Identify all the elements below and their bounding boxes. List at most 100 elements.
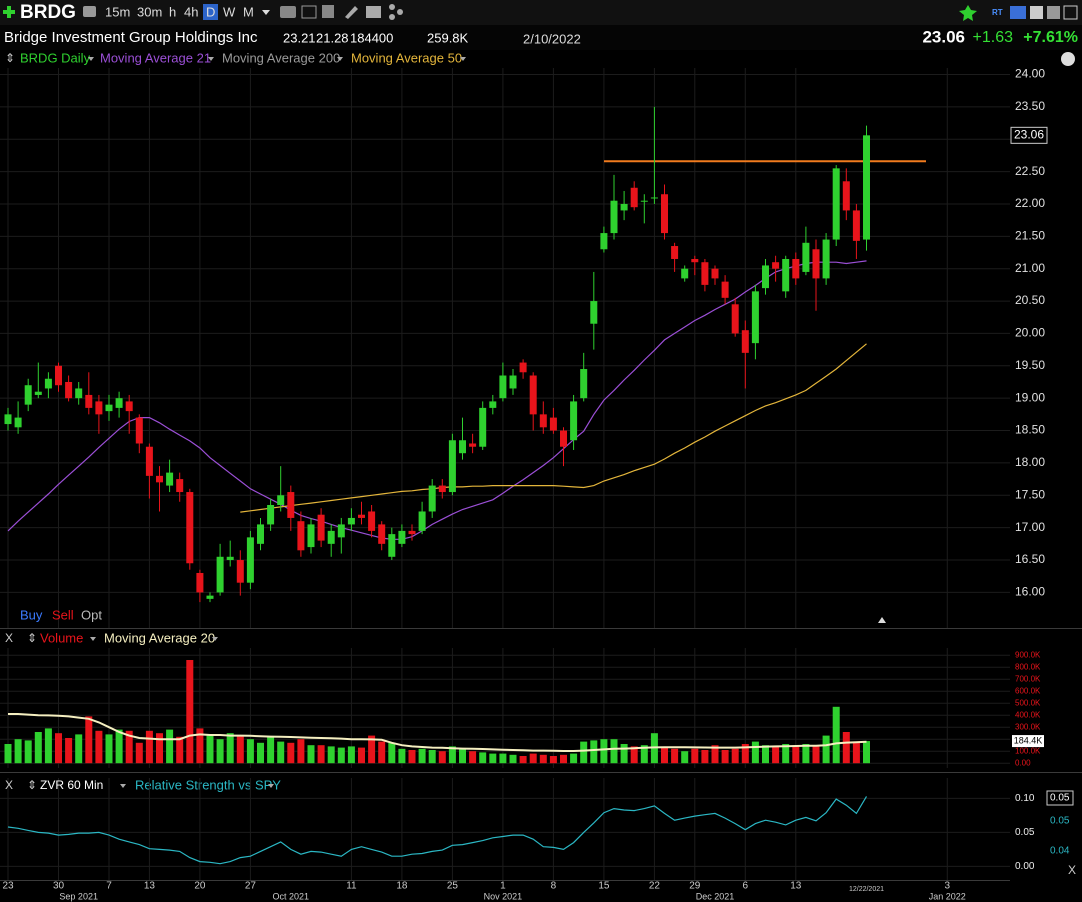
dropdown-icon[interactable]	[90, 637, 96, 641]
share-icon[interactable]	[389, 4, 403, 20]
interval-button[interactable]: 15m	[105, 4, 130, 19]
candle-body	[580, 369, 588, 399]
candle-body	[34, 391, 42, 395]
indicator-side-label: 0.04	[1050, 846, 1070, 857]
legend-item[interactable]: Moving Average 20	[104, 630, 215, 645]
buy-button[interactable]: Buy	[20, 607, 43, 622]
dropdown-icon[interactable]	[208, 57, 214, 61]
volume-bar	[691, 748, 699, 764]
y-tick-label: 22.00	[1015, 196, 1045, 210]
x-tick-label: 30	[53, 881, 65, 892]
company-name: Bridge Investment Group Holdings Inc	[4, 29, 258, 46]
volume-bar	[145, 730, 153, 764]
volume-bar	[287, 742, 295, 764]
moving-average-line	[7, 260, 867, 540]
candle-body	[448, 440, 456, 493]
interval-button[interactable]: M	[243, 4, 254, 19]
x-month-label: Sep 2021	[59, 891, 98, 901]
realtime-badge[interactable]: RT	[992, 8, 1003, 17]
candle-body	[337, 524, 345, 538]
link-icon[interactable]	[83, 6, 96, 17]
legend: ⇕ BRDG Daily Moving Average 21 Moving Avera…	[5, 50, 466, 792]
candle-body	[267, 504, 275, 525]
dropdown-icon[interactable]	[262, 10, 270, 15]
x-tick-label: 22	[649, 881, 661, 892]
volume-bar	[166, 729, 174, 764]
notes-icon[interactable]	[366, 6, 381, 18]
symbol[interactable]: BRDG	[20, 2, 76, 23]
stream-icon[interactable]	[1010, 6, 1026, 19]
dropdown-icon[interactable]	[120, 784, 126, 788]
interval-button[interactable]: h	[169, 4, 176, 19]
dropdown-icon[interactable]	[460, 57, 466, 61]
volume-bar	[570, 753, 578, 764]
legend-item[interactable]: Moving Average 200	[222, 50, 340, 65]
window-icon[interactable]	[1063, 5, 1078, 20]
candle-body	[226, 556, 234, 561]
volume-bar	[378, 741, 386, 764]
volume-bar	[610, 739, 618, 764]
volume-bar	[519, 756, 527, 764]
chart-type-icon[interactable]	[280, 6, 296, 18]
favorite-icon[interactable]	[959, 5, 977, 21]
compare-icon[interactable]	[301, 5, 317, 19]
volume-bar	[489, 753, 497, 764]
volume-bar	[751, 741, 759, 764]
dropdown-icon[interactable]	[212, 637, 218, 641]
legend-item[interactable]: BRDG Daily	[20, 50, 91, 65]
draw-icon[interactable]	[345, 6, 358, 19]
volume-bar	[802, 744, 810, 764]
dropdown-icon[interactable]	[268, 784, 274, 788]
y-tick-label: 19.50	[1015, 358, 1045, 372]
interval-button[interactable]: 30m	[137, 4, 162, 19]
volume-bar	[24, 740, 32, 764]
dropdown-icon[interactable]	[337, 57, 343, 61]
y-tick-label: 0.00	[1015, 861, 1035, 872]
cursor-date-label: 12/22/2021	[849, 886, 884, 893]
add-icon[interactable]	[3, 6, 15, 18]
volume-bar	[105, 734, 113, 764]
volume-bar	[277, 741, 285, 764]
sell-button[interactable]: Sell	[52, 607, 74, 622]
volume-bar	[186, 660, 194, 764]
avg-volume: 259.8K	[427, 30, 469, 45]
volume-bar	[125, 730, 133, 764]
close-panel[interactable]: X	[1068, 863, 1076, 877]
updown-icon: ⇕	[27, 778, 37, 792]
legend-item[interactable]: Moving Average 50	[351, 50, 462, 65]
volume-bar	[267, 736, 275, 764]
legend-item[interactable]: Moving Average 21	[100, 50, 211, 65]
y-tick-label: 20.00	[1015, 326, 1045, 340]
volume-bar	[44, 728, 52, 764]
options-button[interactable]: Opt	[81, 607, 102, 622]
volume-bar	[226, 733, 234, 764]
candle-body	[539, 414, 547, 428]
y-tick-label: 700.0K	[1015, 674, 1041, 683]
last-volume-label: 184.4K	[1014, 735, 1043, 745]
print-icon[interactable]	[1047, 6, 1060, 19]
legend-item[interactable]: Volume	[40, 630, 83, 645]
volume-bar	[55, 733, 62, 764]
volume-bar	[236, 735, 244, 764]
candle-body	[751, 291, 759, 344]
candle-body	[206, 595, 214, 599]
interval-button[interactable]: W	[223, 4, 236, 19]
legend-item[interactable]: Relative Strength vs SPY	[135, 777, 281, 792]
volume-bar	[772, 746, 780, 764]
interval-button[interactable]: 4h	[184, 4, 198, 19]
close-panel[interactable]: X	[5, 631, 13, 645]
dropdown-icon[interactable]	[88, 57, 94, 61]
volume-bar	[14, 739, 22, 764]
close-panel[interactable]: X	[5, 778, 13, 792]
save-icon[interactable]	[1030, 6, 1043, 19]
volume-bar	[590, 740, 598, 764]
volume-bar	[307, 745, 315, 764]
indicators-icon[interactable]	[322, 5, 334, 18]
interval-button[interactable]: D	[206, 4, 215, 19]
candle-body	[246, 537, 254, 583]
volume-bar	[509, 754, 517, 764]
candle-body	[600, 233, 608, 250]
day-low: 21.28	[316, 30, 349, 45]
volume-bar	[448, 746, 456, 764]
settings-icon[interactable]	[1061, 52, 1075, 66]
